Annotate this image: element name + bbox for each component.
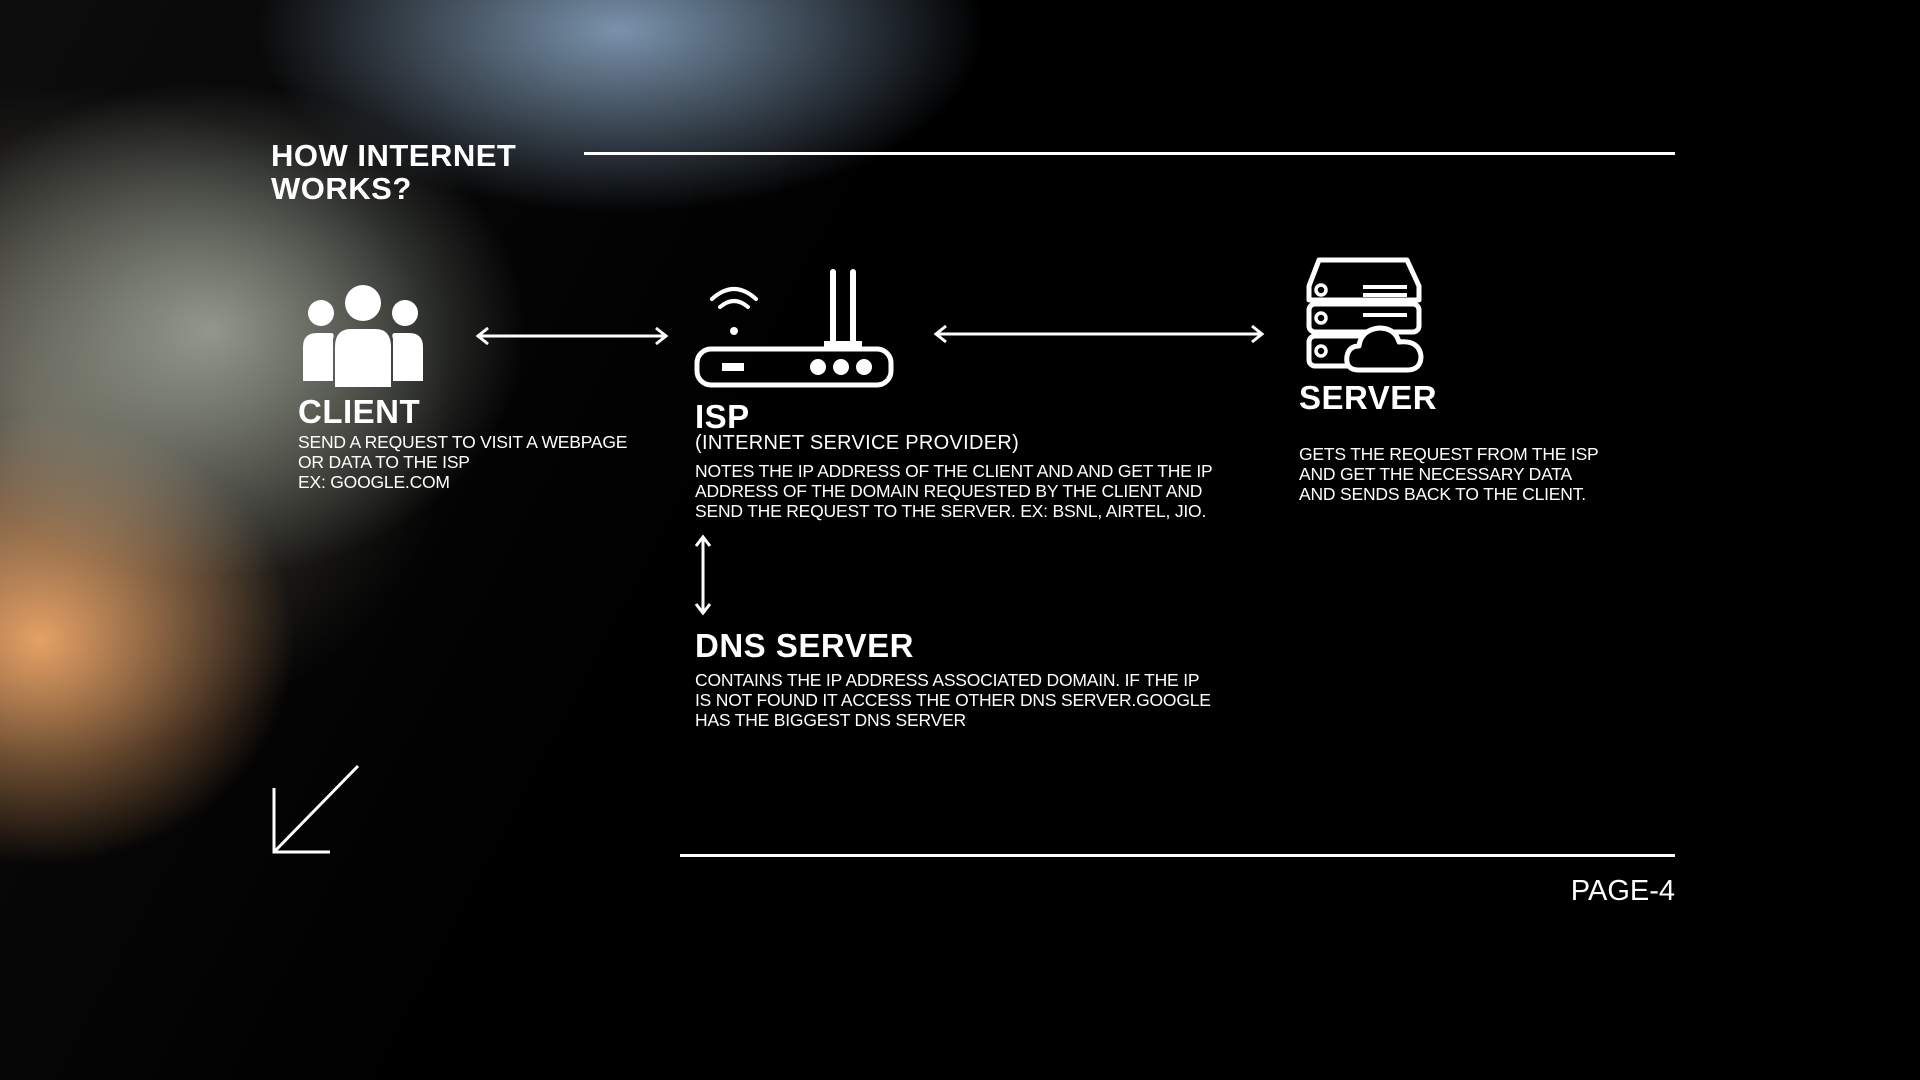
- server-heading: SERVER: [1299, 379, 1438, 416]
- client-heading: CLIENT: [298, 393, 421, 430]
- client-isp-arrow: [475, 326, 669, 346]
- client-description: SEND A REQUEST TO VISIT A WEBPAGE OR DAT…: [298, 432, 628, 492]
- title-divider: [584, 152, 1675, 155]
- isp-description: NOTES THE IP ADDRESS OF THE CLIENT AND A…: [695, 461, 1213, 521]
- arrow-down-left-icon: [272, 764, 360, 854]
- dns-heading: DNS SERVER: [695, 627, 914, 664]
- isp-dns-arrow: [694, 534, 712, 616]
- isp-server-arrow: [933, 324, 1265, 344]
- dns-description: CONTAINS THE IP ADDRESS ASSOCIATED DOMAI…: [695, 670, 1211, 730]
- footer-divider: [680, 854, 1675, 857]
- router-icon: [694, 269, 894, 388]
- server-description: GETS THE REQUEST FROM THE ISP AND GET TH…: [1299, 444, 1599, 504]
- cloud-server-icon: [1306, 257, 1424, 373]
- page-number: PAGE-4: [1570, 875, 1675, 907]
- isp-heading: ISP: [695, 398, 750, 435]
- isp-subtitle: (INTERNET SERVICE PROVIDER): [695, 432, 1020, 454]
- users-icon: [303, 285, 423, 387]
- page-title: HOW INTERNET WORKS?: [271, 138, 517, 206]
